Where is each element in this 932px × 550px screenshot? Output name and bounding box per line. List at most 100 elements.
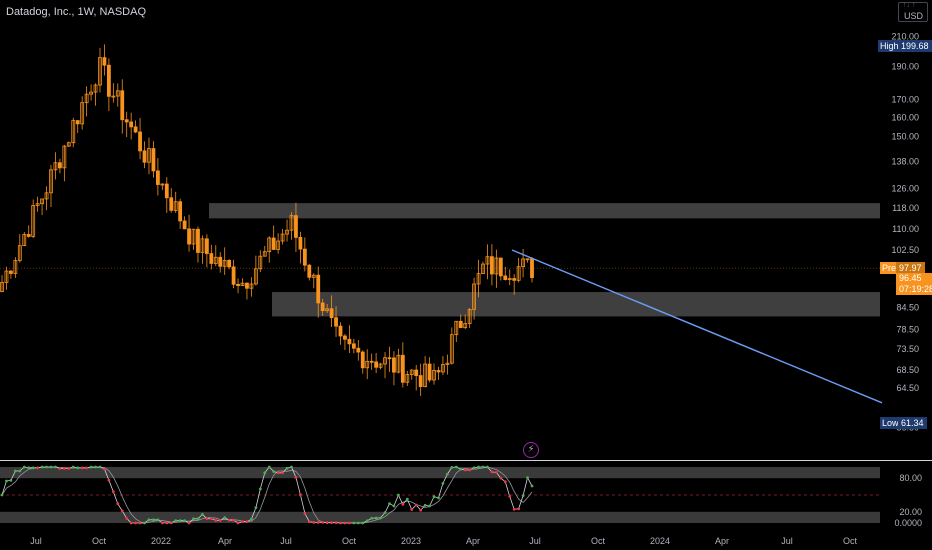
candle-body (338, 325, 343, 337)
price-axis-label: 102.50 (891, 245, 919, 255)
candle-body (329, 308, 334, 319)
stoch-dot (388, 502, 391, 506)
candle-body (530, 258, 534, 279)
symbol-title[interactable]: Datadog, Inc., 1W, NASDAQ (6, 6, 147, 18)
stoch-dot (187, 521, 191, 525)
price-axis-label: 190.00 (891, 61, 919, 71)
stoch-dot (356, 521, 360, 525)
stoch-dot (71, 465, 75, 469)
candle-body (360, 351, 365, 369)
candle-body (98, 57, 102, 86)
stoch-dot (27, 466, 31, 470)
price-axis-label: 110.00 (892, 224, 919, 234)
stoch-dot (503, 480, 507, 484)
stoch-dot (85, 466, 89, 470)
time-axis-label: Apr (466, 536, 480, 546)
earnings-event-icon[interactable]: ⚡ (523, 442, 539, 458)
candle-body (458, 320, 463, 329)
stoch-dot (294, 475, 298, 479)
candle-body (249, 283, 254, 289)
stoch-dot (494, 470, 498, 474)
candle-body (267, 237, 272, 253)
candle-body (525, 258, 530, 261)
stoch-dot (152, 518, 155, 522)
stoch-dot (18, 469, 22, 473)
stoch-dot (334, 521, 338, 525)
stoch-dot (272, 470, 276, 473)
candle-body (17, 245, 22, 261)
stoch-dot (62, 467, 66, 470)
candle-body (213, 256, 218, 264)
stoch-dot (192, 517, 195, 521)
candle-body (316, 274, 321, 304)
candle-body (285, 229, 289, 235)
stoch-dot (365, 519, 369, 523)
stoch-dot (40, 465, 44, 469)
stoch-dot (445, 472, 449, 476)
stoch-dot (530, 484, 534, 488)
high-label: High (880, 41, 899, 51)
candle-body (302, 248, 307, 266)
candle-body (294, 215, 298, 238)
stoch-dot (312, 521, 316, 524)
candle-body (490, 256, 494, 275)
stoch-dot (232, 518, 235, 522)
candle-body (13, 260, 18, 274)
high-value-badge: 199.68 (898, 40, 932, 52)
overbought-band (0, 467, 880, 479)
candle-body (106, 64, 111, 97)
candle-body (378, 363, 383, 368)
stoch-dot (134, 521, 138, 525)
stoch-dot (481, 465, 485, 469)
candle-body (35, 203, 40, 206)
candle-body (240, 282, 245, 287)
stoch-dot (477, 465, 480, 469)
stoch-dot (214, 519, 218, 522)
time-axis-label: Jul (529, 536, 541, 546)
stoch-dot (9, 478, 13, 482)
candle-body (253, 268, 258, 285)
stoch-axis-label: 20.00 (899, 507, 922, 517)
candle-body (49, 169, 53, 194)
candle-body (209, 253, 214, 264)
stoch-dot (303, 512, 307, 515)
stoch-dot (405, 497, 409, 501)
currency-selector[interactable]: ↑↓ ↑ USD (898, 2, 928, 22)
candle-body (111, 95, 116, 98)
high-label-badge: High (878, 40, 901, 52)
candle-body (427, 363, 432, 381)
stoch-dot (147, 518, 151, 522)
candle-body (521, 258, 525, 268)
price-axis-label: 170.00 (891, 94, 919, 104)
candle-body (53, 162, 58, 171)
time-axis-label: Oct (843, 536, 858, 546)
time-axis-label: 2022 (151, 536, 171, 546)
stoch-dot (94, 465, 97, 469)
candle-body (57, 162, 62, 169)
candle-body (441, 364, 445, 373)
candle-body (298, 236, 303, 250)
candle-body (187, 228, 191, 245)
stoch-dot (423, 503, 427, 507)
candle-body (31, 205, 36, 237)
stoch-dot (250, 517, 253, 521)
stoch-dot (89, 465, 93, 469)
candle-body (124, 119, 129, 123)
candle-body (40, 198, 44, 205)
candle-body (75, 120, 80, 125)
candle-body (26, 234, 31, 237)
stoch-dot (201, 513, 204, 516)
stoch-dot (396, 493, 400, 497)
candle-body (485, 256, 490, 265)
stoch-dot (379, 516, 382, 520)
stoch-dot (174, 519, 178, 523)
pre-label-badge: Pre (880, 262, 899, 274)
stoch-dot (196, 517, 200, 521)
stoch-dot (267, 465, 271, 469)
price-axis-label: 118.00 (892, 203, 919, 213)
trendline (511, 249, 883, 404)
stoch-dot (374, 516, 378, 520)
candle-body (173, 201, 178, 211)
candle-body (9, 270, 13, 274)
